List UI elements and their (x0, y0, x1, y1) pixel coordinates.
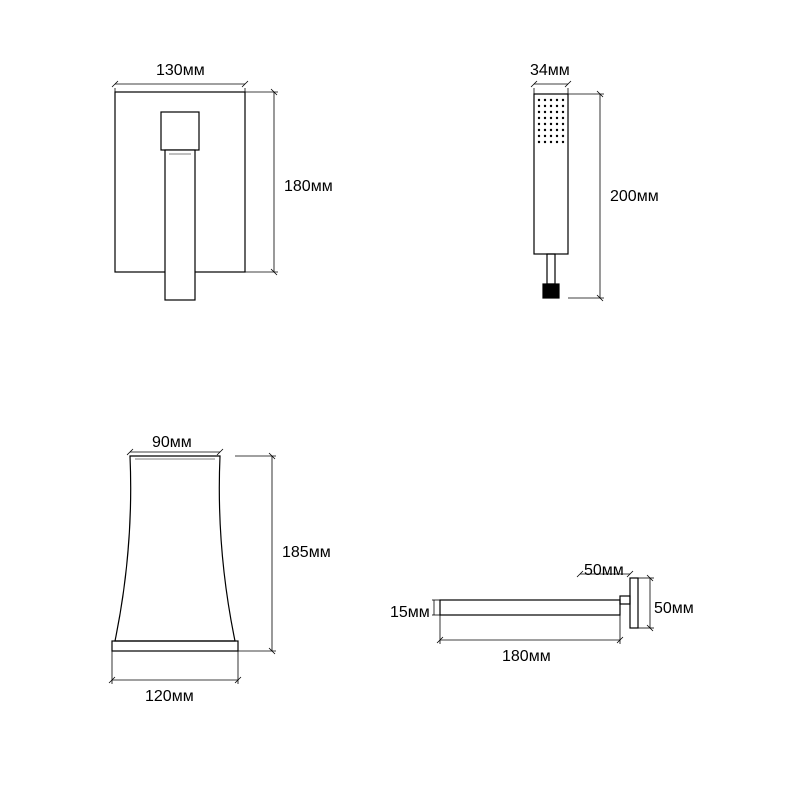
diagram-svg (0, 0, 800, 800)
diagram-canvas: 130мм 180мм 34мм 200мм 90мм 185мм 120мм … (0, 0, 800, 800)
